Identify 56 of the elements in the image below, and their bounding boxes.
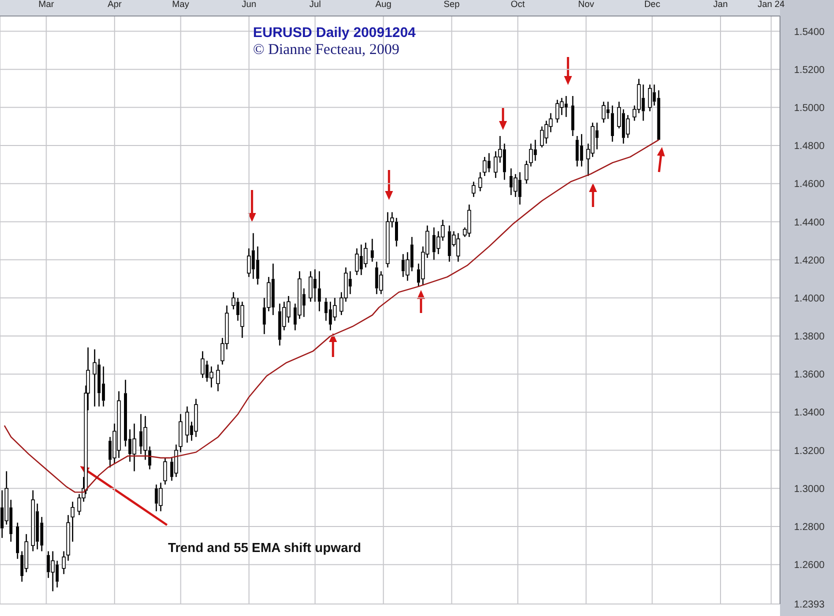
candlestick <box>318 270 321 312</box>
candlestick <box>571 95 574 137</box>
candlestick <box>50 550 55 592</box>
candlestick <box>456 232 460 262</box>
candlestick <box>256 246 260 286</box>
y-tick-label: 1.4800 <box>794 141 826 152</box>
x-tick-label: Sep <box>444 0 460 9</box>
candlestick <box>132 423 136 472</box>
candlestick <box>386 212 390 268</box>
x-tick-label: Jan <box>713 0 728 9</box>
x-tick-label: Dec <box>644 0 661 9</box>
candlestick <box>354 248 359 276</box>
candlestick <box>24 533 28 573</box>
y-tick-label: 1.4000 <box>794 293 826 304</box>
y-tick-label: 1.3000 <box>794 484 826 495</box>
y-tick-label: 1.4200 <box>794 255 826 266</box>
y-tick-label: 1.2393 <box>794 600 826 611</box>
y-tick-label: 1.4400 <box>794 217 826 228</box>
candlestick <box>555 99 560 124</box>
x-tick-label: May <box>172 0 190 9</box>
candlestick <box>370 238 374 262</box>
candlestick <box>148 446 152 470</box>
y-tick-label: 1.3600 <box>794 370 826 381</box>
x-tick-label: Jun <box>242 0 256 9</box>
y-tick-label: 1.2800 <box>794 522 826 534</box>
candlestick <box>62 550 66 575</box>
candlestick <box>92 348 97 408</box>
y-tick-label: 1.3800 <box>794 332 826 343</box>
candlestick <box>332 297 337 322</box>
candlestick <box>560 97 564 116</box>
y-tick-label: 1.2600 <box>794 560 826 572</box>
y-tick-label: 1.3400 <box>794 408 826 419</box>
x-tick-label: Jan 24 <box>758 0 785 9</box>
x-tick-label: Jul <box>309 0 321 9</box>
candlestick <box>494 150 498 179</box>
text: EURUSD Daily 20091204 <box>253 24 416 40</box>
candlestick <box>143 415 148 460</box>
candlestick <box>240 301 244 339</box>
candlestick <box>185 406 190 444</box>
y-tick-label: 1.5000 <box>794 102 826 114</box>
x-tick-label: Mar <box>38 0 54 9</box>
x-tick-label: Oct <box>510 0 526 9</box>
y-tick-label: 1.5200 <box>794 64 826 76</box>
y-tick-label: 1.4600 <box>794 179 826 190</box>
annotation: © Dianne Fecteau, 2009 <box>253 42 400 59</box>
x-tick-label: Aug <box>375 0 392 9</box>
x-tick-label: Apr <box>108 0 122 9</box>
candlestick <box>364 242 368 268</box>
y-tick-label: 1.3200 <box>794 446 826 457</box>
candlestick <box>467 204 472 238</box>
candlestick <box>576 135 579 168</box>
x-tick-label: Nov <box>578 0 595 9</box>
candlestick <box>158 482 163 512</box>
y-tick-label: 1.5400 <box>794 26 826 38</box>
annotation: Trend and 55 EMA shift upward <box>168 540 362 555</box>
candlestick <box>544 120 548 144</box>
